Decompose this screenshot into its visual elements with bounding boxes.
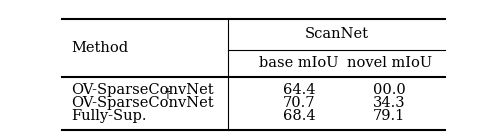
Text: Method: Method (71, 41, 128, 55)
Text: OV-SparseConvNet: OV-SparseConvNet (71, 83, 214, 97)
Text: Fully-Sup.: Fully-Sup. (71, 109, 147, 123)
Text: †: † (165, 88, 170, 101)
Text: 79.1: 79.1 (373, 109, 405, 123)
Text: 00.0: 00.0 (372, 83, 406, 97)
Text: novel mIoU: novel mIoU (346, 55, 432, 70)
Text: 34.3: 34.3 (373, 96, 406, 110)
Text: 68.4: 68.4 (283, 109, 316, 123)
Text: OV-SparseConvNet: OV-SparseConvNet (71, 96, 214, 110)
Text: base mIoU: base mIoU (259, 55, 339, 70)
Text: 64.4: 64.4 (283, 83, 315, 97)
Text: 70.7: 70.7 (283, 96, 315, 110)
Text: ScanNet: ScanNet (304, 27, 369, 41)
